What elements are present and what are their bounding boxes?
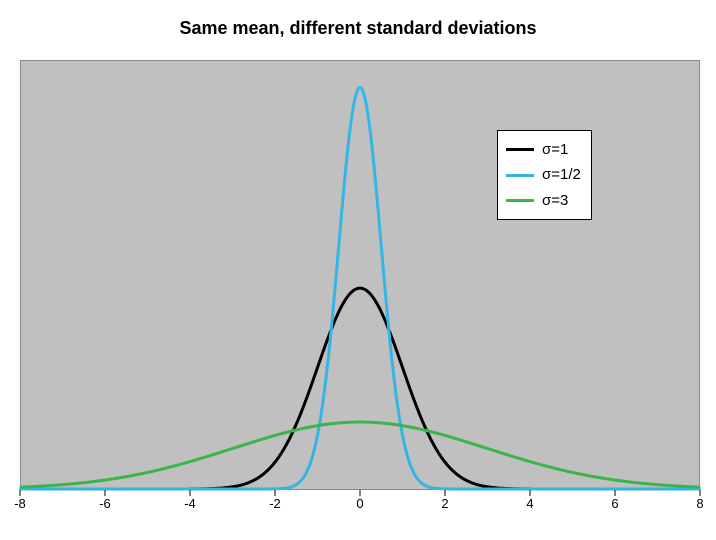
- legend-swatch: [506, 148, 534, 151]
- chart-container: Same mean, different standard deviations…: [0, 0, 716, 540]
- x-tick-label: 8: [696, 496, 703, 511]
- x-tick-label: -2: [269, 496, 281, 511]
- x-tick-label: -4: [184, 496, 196, 511]
- series-curve: [21, 288, 699, 489]
- legend-entry: σ=1/2: [506, 162, 581, 188]
- legend: σ=1σ=1/2σ=3: [497, 130, 592, 221]
- legend-swatch: [506, 199, 534, 202]
- x-tick-label: -8: [14, 496, 26, 511]
- series-curve: [21, 422, 699, 487]
- curves-svg: [21, 61, 699, 489]
- legend-entry: σ=3: [506, 188, 581, 214]
- x-tick-label: 2: [441, 496, 448, 511]
- legend-entry: σ=1: [506, 137, 581, 163]
- legend-label: σ=1/2: [542, 162, 581, 188]
- x-tick-label: 4: [526, 496, 533, 511]
- legend-swatch: [506, 174, 534, 177]
- x-tick-label: 6: [611, 496, 618, 511]
- legend-label: σ=1: [542, 137, 568, 163]
- x-tick-label: -6: [99, 496, 111, 511]
- x-axis-ticks: -8-6-4-202468: [20, 490, 700, 530]
- chart-title: Same mean, different standard deviations: [0, 18, 716, 39]
- plot-area: σ=1σ=1/2σ=3: [20, 60, 700, 490]
- x-tick-label: 0: [356, 496, 363, 511]
- legend-label: σ=3: [542, 188, 568, 214]
